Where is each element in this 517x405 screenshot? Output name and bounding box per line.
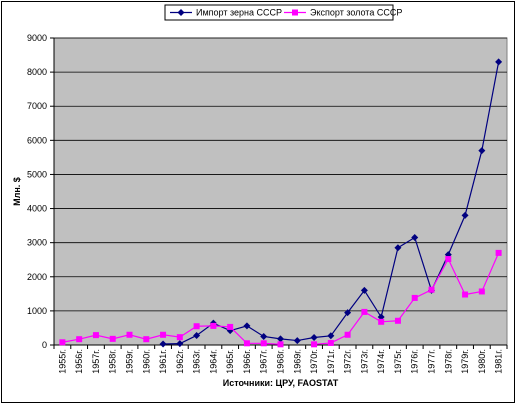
series-0-point-15 xyxy=(310,333,318,341)
x-tick-label-23: 1978г. xyxy=(443,349,453,374)
series-1-point-16 xyxy=(327,339,334,346)
series-1-point-15 xyxy=(311,341,318,348)
x-tick-label-12: 1967г. xyxy=(259,349,269,374)
legend-marker-gold xyxy=(292,9,298,16)
series-1-point-3 xyxy=(109,335,116,342)
x-tick-label-26: 1981г. xyxy=(494,349,504,374)
y-tick-label-4000: 4000 xyxy=(27,204,47,214)
x-tick-label-1: 1956г. xyxy=(74,349,84,374)
x-tick-label-10: 1965г. xyxy=(225,349,235,374)
legend-label-import: Импорт зерна СССР xyxy=(196,8,282,18)
series-0-point-17 xyxy=(344,309,352,317)
series-1-point-26 xyxy=(495,249,502,256)
x-tick-label-0: 1955г. xyxy=(57,349,67,374)
gridlines xyxy=(54,37,507,312)
series-1-point-24 xyxy=(462,291,469,298)
x-tick-label-25: 1980г. xyxy=(477,349,487,374)
x-tick-label-11: 1966г. xyxy=(242,349,252,374)
y-tick-label-0: 0 xyxy=(42,340,47,350)
series-1-point-20 xyxy=(394,317,401,324)
x-tick-label-19: 1974г. xyxy=(376,349,386,374)
x-tick-label-8: 1963г. xyxy=(192,349,202,374)
x-tick-label-17: 1972г. xyxy=(343,349,353,374)
series-0-point-25 xyxy=(478,147,486,155)
x-tick-label-24: 1979г. xyxy=(460,349,470,374)
x-tick-label-7: 1962г. xyxy=(175,349,185,374)
series-1-point-10 xyxy=(227,323,234,330)
y-axis-ticks: 0 1000 2000 3000 4000 5000 6000 7000 8000 9000 xyxy=(27,33,54,350)
x-axis-ticks: 1955г. 1956г. 1957г. 1958г. 1959г. 1960г. 1961… xyxy=(53,345,508,374)
series-1-point-0 xyxy=(59,339,66,346)
series-1-point-4 xyxy=(126,331,133,338)
series-0-point-14 xyxy=(293,337,301,345)
legend-marker-import xyxy=(177,9,185,16)
series-0-point-24 xyxy=(461,211,469,219)
legend-label-gold: Экспорт золота СССР xyxy=(310,8,402,18)
y-axis-title: Млн. $ xyxy=(12,177,22,206)
x-tick-label-3: 1958г. xyxy=(108,349,118,374)
x-tick-label-14: 1969г. xyxy=(292,349,302,374)
y-tick-label-8000: 8000 xyxy=(27,67,47,77)
series-1-point-5 xyxy=(143,336,150,343)
x-tick-label-16: 1971г. xyxy=(326,349,336,374)
y-tick-label-6000: 6000 xyxy=(27,135,47,145)
x-axis-title: Источники: ЦРУ, FAOSTAT xyxy=(223,378,339,388)
y-tick-label-1000: 1000 xyxy=(27,306,47,316)
series-0-point-19 xyxy=(377,313,385,321)
series-0-point-12 xyxy=(260,332,268,340)
legend: Импорт зерна СССР Экспорт золота СССР xyxy=(164,4,402,21)
y-tick-label-9000: 9000 xyxy=(27,33,47,43)
series-1-point-2 xyxy=(92,332,99,339)
x-tick-label-6: 1961г. xyxy=(158,349,168,374)
series-1-point-9 xyxy=(210,322,217,329)
x-tick-label-2: 1957г. xyxy=(91,349,101,374)
x-tick-label-9: 1964г. xyxy=(208,349,218,374)
y-tick-label-7000: 7000 xyxy=(27,101,47,111)
series-layer xyxy=(59,58,503,348)
series-0-point-18 xyxy=(360,286,368,294)
series-1-point-25 xyxy=(478,288,485,295)
x-tick-label-13: 1968г. xyxy=(276,349,286,374)
x-tick-label-22: 1977г. xyxy=(427,349,437,374)
series-1-point-19 xyxy=(378,318,385,325)
series-1-point-18 xyxy=(361,308,368,315)
y-tick-label-3000: 3000 xyxy=(27,238,47,248)
x-tick-label-15: 1970г. xyxy=(309,349,319,374)
series-0-point-8 xyxy=(193,331,201,339)
series-1-point-7 xyxy=(176,334,183,341)
series-1-point-22 xyxy=(428,286,435,293)
series-1-point-6 xyxy=(160,331,167,338)
series-0-point-20 xyxy=(394,244,402,252)
series-1-point-21 xyxy=(411,294,418,301)
series-1-point-11 xyxy=(243,340,250,347)
series-0-point-11 xyxy=(243,322,251,330)
series-1-point-13 xyxy=(277,341,284,348)
x-tick-label-20: 1975г. xyxy=(393,349,403,374)
x-tick-label-18: 1973г. xyxy=(359,349,369,374)
series-1-point-17 xyxy=(344,331,351,338)
x-tick-label-5: 1960г. xyxy=(141,349,151,374)
series-0-point-13 xyxy=(277,335,284,343)
series-0-point-6 xyxy=(159,340,167,348)
series-1-point-8 xyxy=(193,323,200,330)
series-0-point-16 xyxy=(327,332,335,340)
x-tick-label-4: 1959г. xyxy=(125,349,135,374)
y-tick-label-5000: 5000 xyxy=(27,169,47,179)
series-0-point-7 xyxy=(176,340,184,348)
series-1-point-12 xyxy=(260,340,267,347)
series-1 xyxy=(59,249,502,348)
series-1-point-23 xyxy=(445,256,452,263)
series-0-point-21 xyxy=(411,234,419,242)
series-1-point-1 xyxy=(76,336,83,343)
series-0-point-26 xyxy=(495,58,503,66)
plot-area xyxy=(53,37,508,346)
y-tick-label-2000: 2000 xyxy=(27,272,47,282)
x-tick-label-21: 1976г. xyxy=(410,349,420,374)
legend-box xyxy=(164,4,394,21)
